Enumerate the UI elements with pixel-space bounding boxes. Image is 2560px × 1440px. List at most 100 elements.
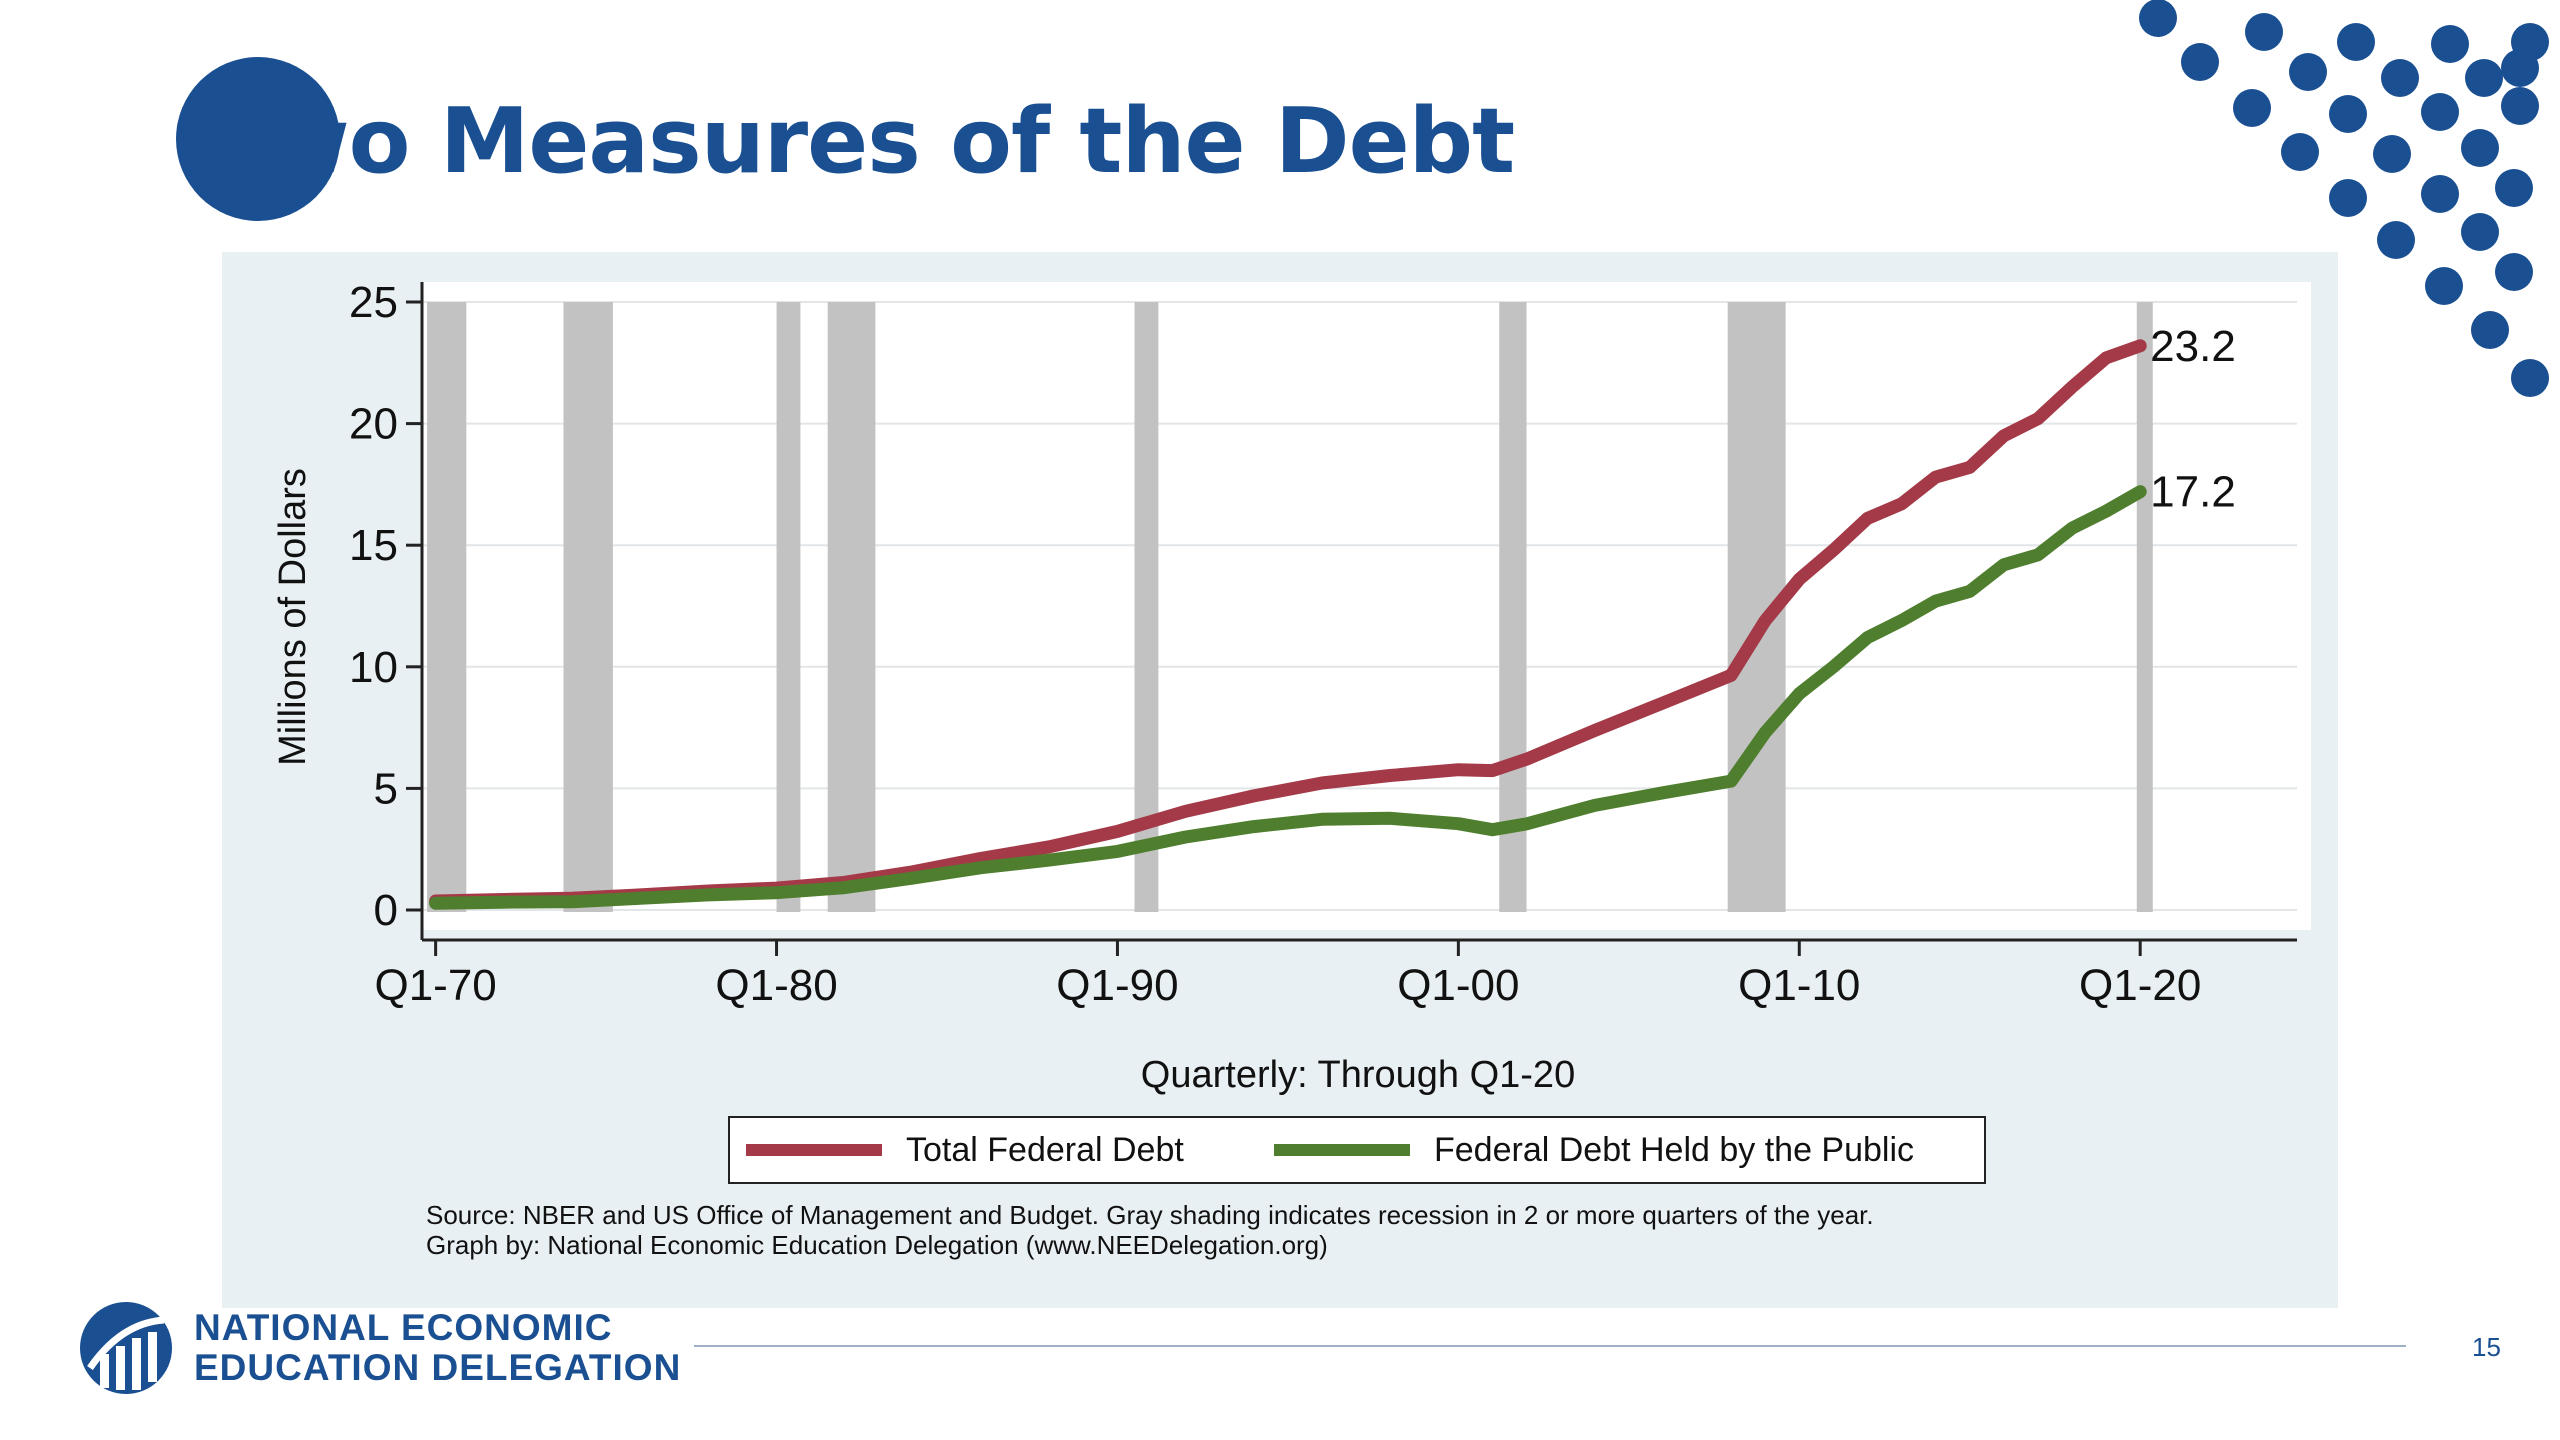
data-point <box>1047 844 1052 849</box>
decorative-dot <box>2377 221 2415 259</box>
slide-title: Two Measures of the Debt <box>216 89 1515 194</box>
data-point <box>1933 599 1938 604</box>
decorative-dot <box>2495 253 2533 291</box>
data-point <box>1456 821 1461 826</box>
end-value-label: 23.2 <box>2150 322 2236 371</box>
page-number: 15 <box>2472 1332 2501 1362</box>
recession-shading <box>427 302 2153 912</box>
decorative-dot-pattern <box>2139 0 2549 397</box>
decorative-dot <box>2501 87 2539 125</box>
credit-line: Graph by: National Economic Education De… <box>426 1230 1328 1260</box>
decorative-dot <box>2329 95 2367 133</box>
legend-swatch-total-debt <box>746 1144 882 1156</box>
data-point <box>1763 730 1768 735</box>
decorative-dot <box>2461 213 2499 251</box>
decorative-dot <box>2281 133 2319 171</box>
decorative-dot <box>2421 175 2459 213</box>
source-note: Source: NBER and US Office of Management… <box>426 1200 2126 1260</box>
data-point <box>2001 433 2006 438</box>
title-circle-accent <box>176 57 340 221</box>
data-point <box>2070 385 2074 390</box>
decorative-dot <box>2181 43 2219 81</box>
data-point <box>1660 790 1665 795</box>
decorative-dot <box>2511 359 2549 397</box>
data-point <box>1967 589 1972 594</box>
x-tick-label: Q1-00 <box>1397 961 1519 1010</box>
x-tick-label: Q1-20 <box>2079 961 2201 1010</box>
data-point <box>570 899 574 904</box>
decorative-dot <box>2425 267 2463 305</box>
x-tick-label: Q1-80 <box>715 961 837 1010</box>
data-point <box>1388 773 1393 778</box>
legend-item-public-debt: Federal Debt Held by the Public <box>1274 1118 1914 1182</box>
decorative-dot <box>2495 169 2533 207</box>
data-point <box>2138 343 2143 348</box>
decorative-dot <box>2471 311 2509 349</box>
data-point <box>1490 768 1495 773</box>
decorative-dot <box>2245 13 2283 51</box>
line-chart: 23.2 17.2 0 5 10 15 20 25 Q1-70 Q1-80 Q1-90 Q1-00… <box>272 278 2311 1096</box>
y-tick-label: 10 <box>349 643 398 692</box>
recession-band <box>563 302 613 912</box>
recession-band <box>1499 302 1527 912</box>
data-point <box>1763 618 1768 623</box>
data-point <box>1388 816 1393 821</box>
x-tick-label: Q1-70 <box>374 961 496 1010</box>
recession-band <box>1134 302 1159 912</box>
data-point <box>1456 767 1461 772</box>
legend-label-total-debt: Total Federal Debt <box>906 1130 1184 1169</box>
axes <box>420 282 2297 942</box>
recession-band <box>427 302 467 912</box>
data-point <box>1524 757 1529 762</box>
data-point <box>1899 501 1904 506</box>
data-point <box>2035 416 2040 421</box>
data-point <box>501 900 506 905</box>
y-ticks: 0 5 10 15 20 25 <box>349 278 422 935</box>
end-value-label: 17.2 <box>2150 468 2236 517</box>
chart-legend: Total Federal Debt Federal Debt Held by … <box>728 1116 1986 1184</box>
series-lines <box>429 339 2147 910</box>
x-axis-title: Quarterly: Through Q1-20 <box>1141 1054 1575 1096</box>
decorative-dot <box>2139 0 2177 37</box>
y-tick-label: 20 <box>349 400 398 449</box>
recession-band <box>776 302 801 912</box>
x-tick-label: Q1-10 <box>1738 961 1860 1010</box>
decorative-dot <box>2431 25 2469 63</box>
data-point <box>1524 821 1529 826</box>
footer-organization-name: NATIONAL ECONOMIC EDUCATION DELEGATION <box>194 1308 681 1388</box>
y-tick-label: 15 <box>349 521 398 570</box>
data-point <box>1797 691 1802 696</box>
data-point <box>1831 548 1836 553</box>
data-point <box>1865 635 1870 640</box>
data-point <box>1660 701 1665 706</box>
y-axis-title: Millions of Dollars <box>272 468 314 766</box>
data-point <box>979 865 984 870</box>
decorative-dot <box>2461 129 2499 167</box>
data-point <box>774 890 779 895</box>
decorative-dot <box>2337 23 2375 61</box>
x-tick-label: Q1-90 <box>1056 961 1178 1010</box>
data-point <box>1592 803 1597 808</box>
data-point <box>2104 355 2109 360</box>
legend-label-public-debt: Federal Debt Held by the Public <box>1434 1130 1915 1169</box>
data-point <box>706 892 711 897</box>
data-point <box>910 876 915 881</box>
data-point <box>638 896 643 901</box>
gridlines <box>422 301 2297 911</box>
data-point <box>1183 835 1188 840</box>
decorative-dot <box>2373 135 2411 173</box>
data-point <box>1967 465 1972 470</box>
data-point <box>979 856 984 861</box>
decorative-dot <box>2329 179 2367 217</box>
data-point <box>2104 509 2109 514</box>
data-point <box>1899 618 1904 623</box>
decorative-dot <box>2233 89 2271 127</box>
recession-band <box>827 302 876 912</box>
data-point <box>842 885 847 890</box>
data-point <box>1115 849 1120 854</box>
legend-swatch-public-debt <box>1274 1144 1410 1156</box>
data-point <box>1865 516 1870 521</box>
decorative-dot <box>2381 59 2419 97</box>
y-tick-label: 0 <box>374 886 398 935</box>
data-point <box>1047 858 1052 863</box>
